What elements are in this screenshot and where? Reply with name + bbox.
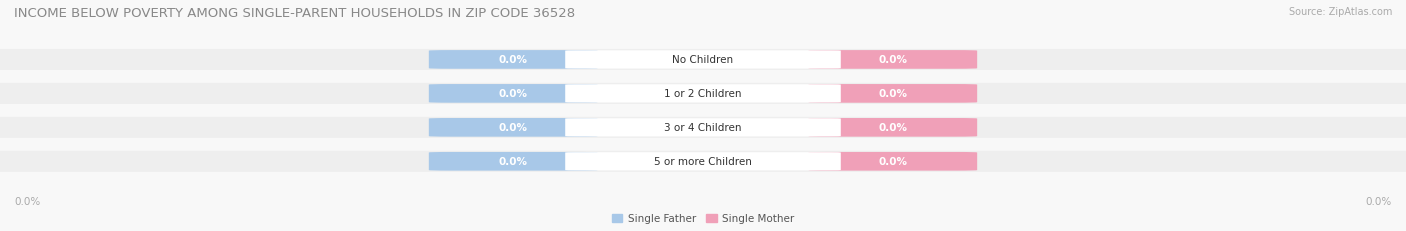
Text: 0.0%: 0.0% <box>879 157 907 167</box>
FancyBboxPatch shape <box>808 119 977 137</box>
Text: Source: ZipAtlas.com: Source: ZipAtlas.com <box>1288 7 1392 17</box>
FancyBboxPatch shape <box>0 83 1406 104</box>
Text: 0.0%: 0.0% <box>14 196 41 206</box>
FancyBboxPatch shape <box>0 117 1406 138</box>
Text: 0.0%: 0.0% <box>499 123 527 133</box>
Text: 0.0%: 0.0% <box>879 55 907 65</box>
FancyBboxPatch shape <box>808 152 977 171</box>
FancyBboxPatch shape <box>565 119 841 137</box>
FancyBboxPatch shape <box>808 51 977 70</box>
FancyBboxPatch shape <box>429 51 598 70</box>
Text: No Children: No Children <box>672 55 734 65</box>
Text: 0.0%: 0.0% <box>499 55 527 65</box>
Text: 3 or 4 Children: 3 or 4 Children <box>664 123 742 133</box>
Text: 0.0%: 0.0% <box>499 89 527 99</box>
FancyBboxPatch shape <box>565 152 841 171</box>
Text: INCOME BELOW POVERTY AMONG SINGLE-PARENT HOUSEHOLDS IN ZIP CODE 36528: INCOME BELOW POVERTY AMONG SINGLE-PARENT… <box>14 7 575 20</box>
Text: 0.0%: 0.0% <box>1365 196 1392 206</box>
FancyBboxPatch shape <box>565 51 841 69</box>
FancyBboxPatch shape <box>429 152 598 171</box>
Text: 0.0%: 0.0% <box>879 89 907 99</box>
FancyBboxPatch shape <box>429 119 598 137</box>
Text: 5 or more Children: 5 or more Children <box>654 157 752 167</box>
FancyBboxPatch shape <box>565 85 841 103</box>
Legend: Single Father, Single Mother: Single Father, Single Mother <box>612 213 794 224</box>
Text: 1 or 2 Children: 1 or 2 Children <box>664 89 742 99</box>
Text: 0.0%: 0.0% <box>879 123 907 133</box>
Text: 0.0%: 0.0% <box>499 157 527 167</box>
FancyBboxPatch shape <box>429 85 598 103</box>
FancyBboxPatch shape <box>808 85 977 103</box>
FancyBboxPatch shape <box>0 50 1406 71</box>
FancyBboxPatch shape <box>0 151 1406 172</box>
